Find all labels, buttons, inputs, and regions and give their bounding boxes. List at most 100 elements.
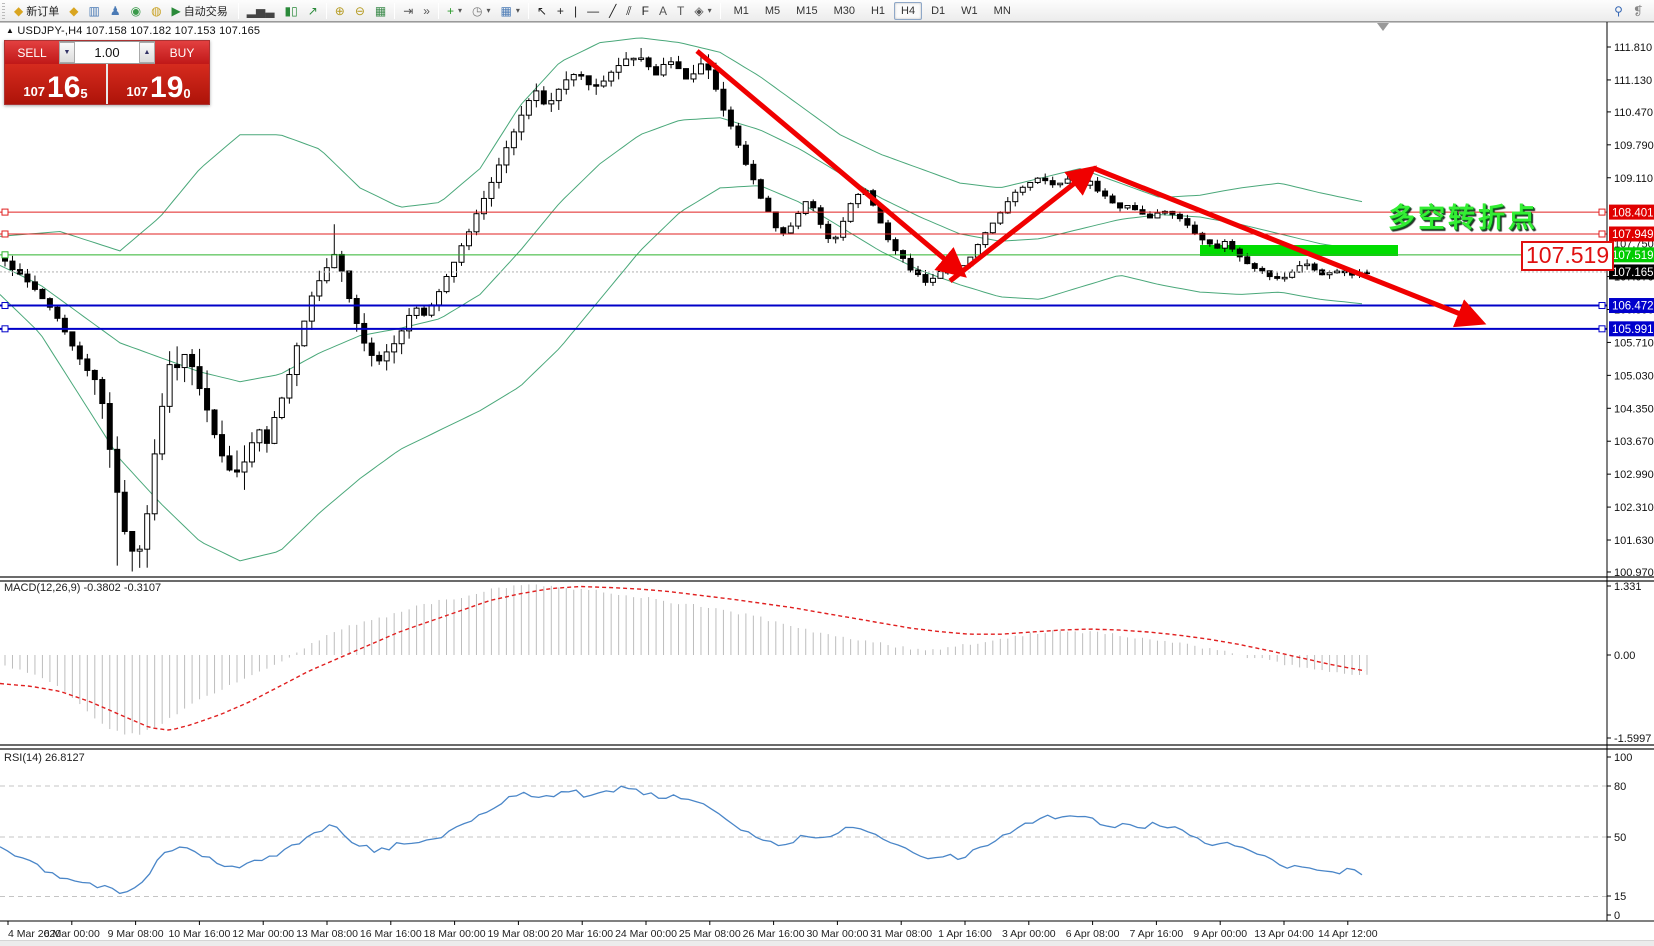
candle: [376, 354, 383, 362]
candle: [570, 74, 577, 81]
line-chart-button[interactable]: ↗: [303, 1, 323, 21]
horizontal-line-button[interactable]: —: [582, 1, 604, 21]
new-order-button[interactable]: ◆ 新订单: [9, 1, 64, 21]
profile-button[interactable]: ♟: [105, 1, 126, 21]
chevron-down-icon[interactable]: ▾: [486, 6, 491, 15]
search-button[interactable]: ⚲: [1609, 1, 1628, 21]
line-anchor[interactable]: [1598, 325, 1606, 333]
zoom-out-button[interactable]: ⊖: [350, 1, 370, 21]
new-order-button[interactable]: ◆: [64, 1, 83, 21]
candles-chart-button[interactable]: ▮▯: [279, 1, 302, 21]
symbol-period-label: USDJPY-,H4: [17, 25, 83, 37]
period-clock-button[interactable]: ◷ ▾: [467, 1, 496, 21]
channel-button[interactable]: ⫽: [621, 1, 636, 21]
buy-price-button[interactable]: 107 19 0: [106, 64, 209, 104]
candle: [1004, 201, 1011, 214]
zoom-in-icon: ⊕: [334, 3, 345, 18]
line-anchor[interactable]: [1, 230, 9, 238]
vertical-line-button[interactable]: |: [569, 1, 582, 21]
price-axis-label: 102.310: [1614, 502, 1654, 514]
zoom-in-button[interactable]: ⊕: [330, 1, 350, 21]
arrows-button[interactable]: ◈ ▾: [689, 1, 716, 21]
chart-window-button[interactable]: ▥: [83, 1, 104, 21]
autotrade-db-button[interactable]: ◍: [146, 1, 166, 21]
sell-button[interactable]: SELL: [5, 41, 59, 64]
candle: [391, 343, 398, 353]
new-chart-button[interactable]: ▦ ▾: [496, 1, 525, 21]
buy-price-big: 19: [150, 71, 184, 104]
candle: [241, 461, 248, 473]
candle: [1364, 271, 1370, 275]
chevron-down-icon[interactable]: ▾: [707, 6, 712, 15]
signal-button[interactable]: ◉: [126, 1, 146, 21]
line-anchor[interactable]: [1, 251, 9, 259]
candle: [2, 257, 8, 262]
vertical-line-icon: |: [573, 3, 578, 18]
candle: [668, 61, 675, 65]
auto-scroll-icon: »: [423, 3, 430, 18]
tf-button-m1[interactable]: M1: [733, 4, 749, 17]
rsi-line: [0, 785, 1363, 895]
candle: [1221, 240, 1228, 249]
candle: [1034, 177, 1041, 183]
candle: [54, 306, 61, 319]
volume-down-button[interactable]: ▼: [59, 42, 75, 63]
trend-arrow-3[interactable]: [1092, 165, 1487, 328]
line-anchor[interactable]: [1, 208, 9, 216]
tf-button-h4[interactable]: H4: [894, 1, 923, 20]
chevron-down-icon[interactable]: ▾: [457, 6, 462, 15]
tf-button-h1[interactable]: H1: [870, 4, 886, 17]
trend-arrow-2[interactable]: [948, 165, 1098, 283]
tf-button-m5[interactable]: M5: [764, 4, 781, 17]
tf-button-mn[interactable]: MN: [993, 4, 1011, 17]
shift-marker-icon[interactable]: [1377, 23, 1389, 31]
candle: [720, 88, 727, 111]
volume-up-button[interactable]: ▲: [139, 42, 155, 63]
tf-button-w1[interactable]: W1: [961, 4, 978, 17]
candle: [151, 453, 158, 515]
sell-price-big: 16: [47, 71, 81, 104]
tf-button-d1[interactable]: D1: [931, 4, 946, 17]
volume-value[interactable]: 1.00: [75, 42, 139, 63]
text-label-button[interactable]: T: [672, 1, 689, 21]
line-anchor[interactable]: [1, 302, 9, 310]
line-anchor[interactable]: [1598, 230, 1606, 238]
profile-icon: ♟: [109, 3, 121, 18]
autotrade-button[interactable]: ▶ 自动交易: [167, 1, 233, 21]
candle: [757, 179, 764, 199]
line-anchor[interactable]: [1598, 208, 1606, 216]
candle: [825, 223, 832, 240]
trendline-button[interactable]: ╱: [604, 1, 621, 21]
candle: [1199, 232, 1206, 241]
crosshair-button[interactable]: +: [552, 1, 569, 21]
chevron-down-icon[interactable]: ▾: [515, 6, 520, 15]
channel-icon: ⫽: [626, 3, 632, 18]
tf-button-m30[interactable]: M30: [833, 4, 855, 17]
sell-price-button[interactable]: 107 16 5: [5, 64, 106, 104]
search-icon: ⚲: [1614, 3, 1623, 18]
tf-button-m15[interactable]: M15: [796, 4, 818, 17]
cursor-button[interactable]: ↖: [532, 1, 552, 21]
trend-arrow-1[interactable]: [695, 49, 967, 278]
auto-scroll-button[interactable]: »: [418, 1, 435, 21]
line-anchor[interactable]: [1, 325, 9, 333]
candle: [1169, 210, 1176, 215]
candle: [1012, 191, 1019, 203]
buy-button[interactable]: BUY: [155, 41, 209, 64]
chart-shift-button[interactable]: ⇥: [398, 1, 418, 21]
line-anchor[interactable]: [1598, 302, 1606, 310]
new-order-label: 新订单: [26, 5, 60, 18]
add-indicator-button[interactable]: + ▾: [442, 1, 467, 21]
bars-chart-button[interactable]: ▂▅▃: [242, 1, 280, 21]
fibonacci-button[interactable]: F: [637, 1, 654, 21]
time-axis-label: 24 Mar 00:00: [615, 928, 677, 940]
candle: [765, 197, 772, 213]
candle: [46, 298, 53, 308]
candle: [413, 307, 420, 316]
tile-windows-button[interactable]: ▦: [370, 1, 391, 21]
text-button[interactable]: A: [654, 1, 672, 21]
candle: [615, 65, 622, 73]
chat-button[interactable]: ❡: [1628, 1, 1648, 21]
price-badge-label: 108.401: [1612, 207, 1654, 219]
